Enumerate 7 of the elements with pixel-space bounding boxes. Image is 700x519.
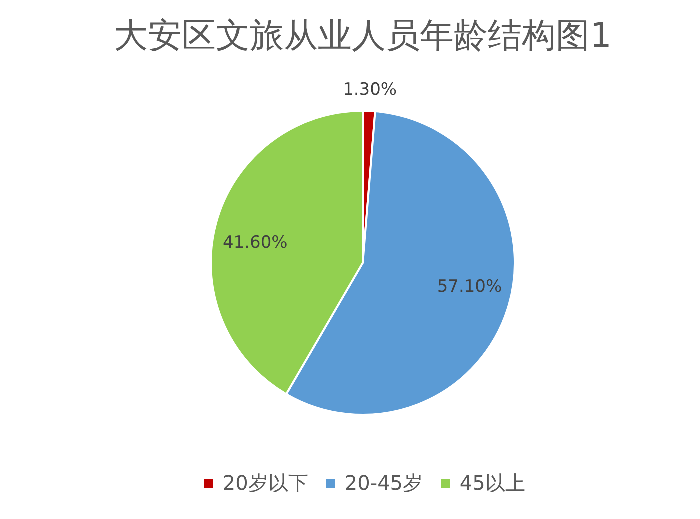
- legend-label: 20岁以下: [222, 471, 308, 495]
- data-label: 1.30%: [343, 80, 398, 100]
- chart-title: 大安区文旅从业人员年龄结构图1: [114, 16, 612, 56]
- legend-label: 20-45岁: [344, 471, 424, 495]
- legend-label: 45以上: [460, 471, 526, 495]
- data-label: 57.10%: [437, 277, 502, 298]
- data-label: 41.60%: [222, 233, 288, 254]
